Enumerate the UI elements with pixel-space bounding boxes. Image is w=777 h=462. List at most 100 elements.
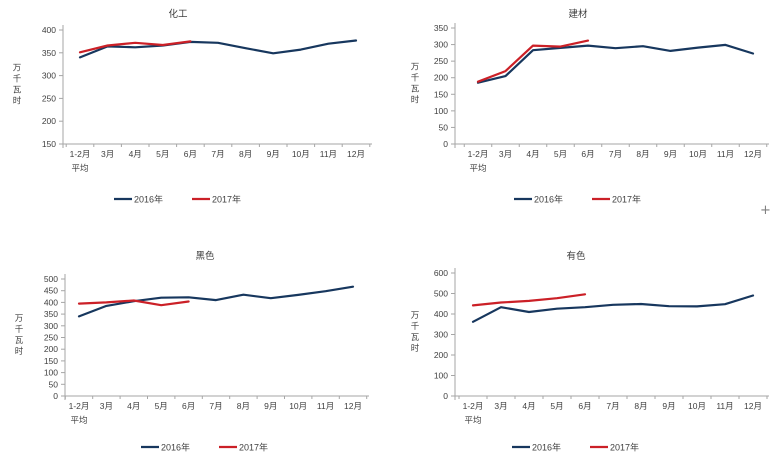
svg-text:0: 0 xyxy=(53,391,58,401)
svg-text:7月: 7月 xyxy=(211,149,224,159)
chart-nonferrous[interactable]: 有色 0 100 200 300 400 500 600 1-2月 平均 3月 4月 5月 6月 7月 8月 9… xyxy=(388,231,777,462)
svg-text:万: 万 xyxy=(411,62,420,72)
svg-text:250: 250 xyxy=(44,333,58,343)
svg-text:7月: 7月 xyxy=(606,401,619,411)
svg-text:6月: 6月 xyxy=(182,401,195,411)
svg-text:8月: 8月 xyxy=(634,401,647,411)
svg-text:万: 万 xyxy=(13,63,22,73)
svg-text:3月: 3月 xyxy=(100,401,113,411)
svg-text:100: 100 xyxy=(44,368,58,378)
svg-text:500: 500 xyxy=(44,274,58,284)
svg-text:8月: 8月 xyxy=(239,149,252,159)
svg-text:9月: 9月 xyxy=(264,401,277,411)
svg-text:万: 万 xyxy=(15,313,24,323)
svg-text:200: 200 xyxy=(434,350,448,360)
svg-text:10月: 10月 xyxy=(689,149,707,159)
chart-title: 化工 xyxy=(168,8,188,20)
svg-text:6月: 6月 xyxy=(184,149,197,159)
svg-text:时: 时 xyxy=(411,95,420,105)
svg-text:250: 250 xyxy=(434,56,448,66)
legend: 2016年 2017年 xyxy=(512,442,639,453)
svg-text:350: 350 xyxy=(44,309,58,319)
svg-text:11月: 11月 xyxy=(317,401,334,411)
svg-text:9月: 9月 xyxy=(664,149,677,159)
svg-text:1-2月: 1-2月 xyxy=(70,149,91,159)
chart-building-materials[interactable]: 建材 0 50 100 150 200 250 300 350 1-2月 平均 3月 4月 5月 6月 7月 8… xyxy=(388,0,777,231)
svg-text:万: 万 xyxy=(411,310,420,320)
svg-text:平均: 平均 xyxy=(70,415,87,425)
legend: 2016年 2017年 xyxy=(514,194,641,205)
chart-title: 黑色 xyxy=(195,250,215,262)
svg-text:11月: 11月 xyxy=(717,149,734,159)
svg-text:400: 400 xyxy=(42,25,56,35)
svg-text:千: 千 xyxy=(15,324,24,334)
svg-text:5月: 5月 xyxy=(554,149,567,159)
series-line-2017年 xyxy=(77,299,190,307)
legend-label-2016年: 2016年 xyxy=(532,442,561,453)
svg-text:时: 时 xyxy=(15,346,24,356)
svg-text:9月: 9月 xyxy=(662,401,675,411)
svg-text:12月: 12月 xyxy=(744,149,762,159)
svg-text:600: 600 xyxy=(434,268,448,278)
y-axis: 150 200 250 300 350 400 xyxy=(42,25,64,149)
svg-text:瓦: 瓦 xyxy=(13,85,22,95)
svg-text:9月: 9月 xyxy=(267,149,280,159)
legend-label-2017年: 2017年 xyxy=(610,442,639,453)
svg-text:6月: 6月 xyxy=(578,401,591,411)
svg-text:10月: 10月 xyxy=(292,149,310,159)
plus-cursor-icon: + xyxy=(760,203,771,218)
svg-text:350: 350 xyxy=(42,48,56,58)
svg-text:5月: 5月 xyxy=(156,149,169,159)
svg-text:350: 350 xyxy=(434,23,448,33)
svg-text:4月: 4月 xyxy=(526,149,539,159)
svg-text:200: 200 xyxy=(42,116,56,126)
y-axis: 0 100 200 300 400 500 600 xyxy=(434,268,456,401)
series-line-2017年 xyxy=(78,40,192,54)
series-line-2016年 xyxy=(78,39,358,59)
chart-title: 有色 xyxy=(566,250,586,262)
svg-text:瓦: 瓦 xyxy=(411,84,420,94)
svg-text:12月: 12月 xyxy=(347,149,365,159)
svg-text:4月: 4月 xyxy=(129,149,142,159)
svg-text:6月: 6月 xyxy=(581,149,594,159)
svg-text:50: 50 xyxy=(439,122,449,132)
svg-text:平均: 平均 xyxy=(71,163,88,173)
svg-text:4月: 4月 xyxy=(522,401,535,411)
legend-label-2016年: 2016年 xyxy=(134,194,163,205)
svg-text:1-2月: 1-2月 xyxy=(463,401,484,411)
svg-text:8月: 8月 xyxy=(237,401,250,411)
svg-text:11月: 11月 xyxy=(716,401,733,411)
svg-text:12月: 12月 xyxy=(344,401,362,411)
svg-text:瓦: 瓦 xyxy=(15,335,24,345)
svg-text:200: 200 xyxy=(434,73,448,83)
svg-text:千: 千 xyxy=(411,321,420,331)
svg-text:7月: 7月 xyxy=(609,149,622,159)
chart-ferrous[interactable]: 黑色 0 50 100 150 200 250 300 350 400 450 500 1-2月 平均 3月… xyxy=(0,231,389,462)
svg-text:平均: 平均 xyxy=(469,163,486,173)
svg-text:12月: 12月 xyxy=(744,401,762,411)
svg-text:200: 200 xyxy=(44,344,58,354)
svg-text:300: 300 xyxy=(44,321,58,331)
svg-text:300: 300 xyxy=(434,330,448,340)
y-axis: 0 50 100 150 200 250 300 350 xyxy=(434,23,456,149)
svg-text:100: 100 xyxy=(434,371,448,381)
svg-text:150: 150 xyxy=(434,89,448,99)
legend-label-2017年: 2017年 xyxy=(212,194,241,205)
svg-text:100: 100 xyxy=(434,106,448,116)
svg-text:平均: 平均 xyxy=(464,415,481,425)
svg-text:7月: 7月 xyxy=(209,401,222,411)
svg-text:千: 千 xyxy=(411,73,420,83)
svg-text:500: 500 xyxy=(434,289,448,299)
svg-text:400: 400 xyxy=(44,297,58,307)
svg-text:150: 150 xyxy=(44,356,58,366)
svg-text:400: 400 xyxy=(434,309,448,319)
series-line-2017年 xyxy=(476,39,590,83)
legend-label-2017年: 2017年 xyxy=(239,442,268,453)
legend-label-2016年: 2016年 xyxy=(534,194,563,205)
svg-text:3月: 3月 xyxy=(494,401,507,411)
chart-chemicals[interactable]: 化工 150 200 250 300 350 400 1-2月 平均 3月 4月 5月 6月 7月 8月 9月… xyxy=(0,0,389,231)
legend: 2016年 2017年 xyxy=(114,194,241,205)
